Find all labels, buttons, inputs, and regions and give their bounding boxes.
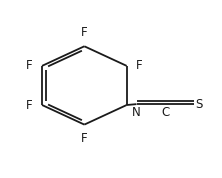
Text: S: S [195,98,203,111]
Text: F: F [136,59,143,72]
Text: F: F [81,26,88,39]
Text: F: F [26,59,33,72]
Text: N: N [132,106,141,119]
Text: F: F [26,98,33,112]
Text: C: C [161,106,170,119]
Text: F: F [81,132,88,145]
